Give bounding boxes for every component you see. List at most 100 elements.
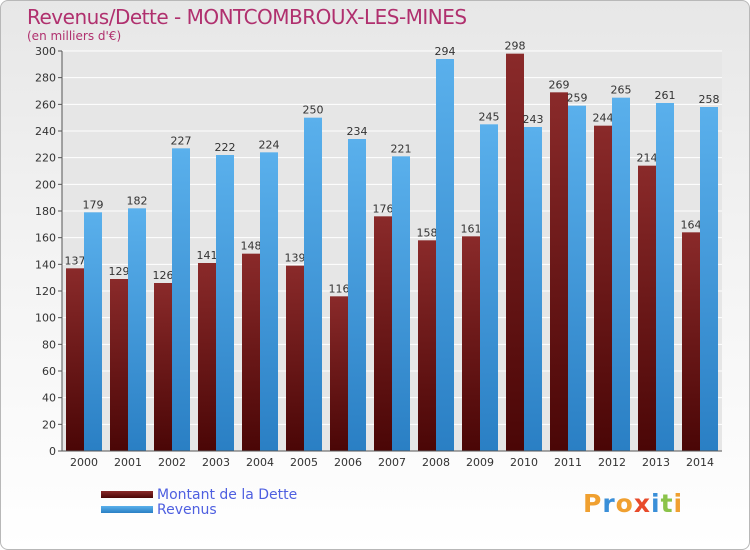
logo-letter: x <box>633 489 651 518</box>
logo-letter: i <box>673 489 684 518</box>
data-label-dette: 164 <box>681 218 702 231</box>
data-label-revenus: 224 <box>259 138 280 151</box>
bar-revenus <box>216 155 234 451</box>
data-label-dette: 139 <box>285 252 306 265</box>
bar-dette <box>154 283 172 451</box>
x-tick-label: 2004 <box>246 456 274 469</box>
bar-dette <box>374 216 392 451</box>
legend-swatch-revenus <box>101 506 153 513</box>
x-tick-label: 2009 <box>466 456 494 469</box>
data-label-revenus: 258 <box>699 93 720 106</box>
data-label-dette: 129 <box>109 265 130 278</box>
legend-label-revenus: Revenus <box>157 501 217 518</box>
data-label-revenus: 222 <box>215 141 236 154</box>
bar-dette <box>242 253 260 451</box>
bar-dette <box>198 263 216 451</box>
bar-dette <box>550 92 568 451</box>
x-tick-label: 2005 <box>290 456 318 469</box>
chart-title: Revenus/Dette - MONTCOMBROUX-LES-MINES <box>27 5 467 29</box>
x-tick-label: 2012 <box>598 456 626 469</box>
logo-letter: r <box>602 489 616 518</box>
y-tick-label: 60 <box>42 365 56 378</box>
bar-revenus <box>480 124 498 451</box>
x-tick-label: 2008 <box>422 456 450 469</box>
x-tick-label: 2003 <box>202 456 230 469</box>
legend: Montant de la Dette Revenus <box>101 486 298 518</box>
bar-revenus <box>84 212 102 451</box>
bar-dette <box>594 125 612 452</box>
bar-dette <box>418 240 436 451</box>
bar-revenus <box>304 117 322 452</box>
x-tick-label: 2007 <box>378 456 406 469</box>
bar-dette <box>638 165 656 451</box>
y-tick-label: 0 <box>49 445 56 458</box>
data-label-dette: 244 <box>593 112 614 125</box>
bar-revenus <box>128 208 146 451</box>
x-tick-label: 2014 <box>686 456 714 469</box>
data-label-revenus: 179 <box>83 198 104 211</box>
y-tick-label: 240 <box>35 125 56 138</box>
y-tick-label: 140 <box>35 258 56 271</box>
y-tick-label: 300 <box>35 45 56 58</box>
bar-dette <box>462 236 480 451</box>
bar-revenus <box>392 156 410 452</box>
x-tick-label: 2013 <box>642 456 670 469</box>
bars-group: 137 179 129 182 126 227 141 222 148 224 139 250 116 2… <box>65 40 720 452</box>
bar-dette <box>506 53 524 452</box>
y-tick-label: 20 <box>42 418 56 431</box>
data-label-revenus: 259 <box>567 92 588 105</box>
chart-subtitle: (en milliers d'€) <box>27 29 122 43</box>
data-label-dette: 161 <box>461 222 482 235</box>
data-label-dette: 116 <box>329 282 350 295</box>
data-label-revenus: 245 <box>479 110 500 123</box>
data-label-dette: 137 <box>65 254 86 267</box>
y-tick-label: 280 <box>35 72 56 85</box>
y-tick-label: 260 <box>35 98 56 111</box>
data-label-revenus: 250 <box>303 104 324 117</box>
data-label-dette: 126 <box>153 269 174 282</box>
x-tick-label: 2010 <box>510 456 538 469</box>
y-tick-label: 200 <box>35 178 56 191</box>
logo-letter: i <box>651 489 661 518</box>
y-tick-label: 220 <box>35 152 56 165</box>
legend-swatch-dette <box>101 491 153 498</box>
bar-revenus <box>612 97 630 452</box>
x-tick-label: 2001 <box>114 456 142 469</box>
bar-dette <box>110 279 128 451</box>
bar-revenus <box>524 127 542 451</box>
y-tick-label: 80 <box>42 338 56 351</box>
x-tick-label: 2011 <box>554 456 582 469</box>
data-label-dette: 141 <box>197 249 218 262</box>
data-label-revenus: 182 <box>127 194 148 207</box>
bar-dette <box>66 268 84 451</box>
bar-dette <box>286 265 304 451</box>
data-label-dette: 298 <box>505 40 526 53</box>
bar-revenus <box>172 148 190 452</box>
bar-revenus <box>700 107 718 451</box>
data-label-revenus: 261 <box>655 89 676 102</box>
bar-revenus <box>348 139 366 451</box>
bar-revenus <box>568 105 586 452</box>
logo-letter: t <box>660 489 674 518</box>
y-tick-label: 40 <box>42 392 56 405</box>
data-label-revenus: 221 <box>391 142 412 155</box>
y-axis: 0 20 40 60 80 100 120 140 160 180 200 220 240 260 280 3… <box>35 45 63 458</box>
logo-letter: o <box>615 489 634 518</box>
bar-revenus <box>656 103 674 451</box>
data-label-dette: 269 <box>549 78 570 91</box>
legend-item-revenus: Revenus <box>101 501 297 518</box>
legend-label-dette: Montant de la Dette <box>157 486 298 503</box>
bar-dette <box>682 232 700 451</box>
bar-revenus <box>436 59 454 451</box>
data-label-revenus: 294 <box>435 45 456 58</box>
y-tick-label: 100 <box>35 312 56 325</box>
x-axis: 2000 2001 2002 2003 2004 2005 2006 2007 2008 2009… <box>62 450 722 469</box>
bar-dette <box>330 296 348 451</box>
legend-item-dette: Montant de la Dette <box>101 486 298 503</box>
y-tick-label: 120 <box>35 285 56 298</box>
data-label-dette: 148 <box>241 240 262 253</box>
x-tick-label: 2006 <box>334 456 362 469</box>
data-label-dette: 158 <box>417 226 438 239</box>
